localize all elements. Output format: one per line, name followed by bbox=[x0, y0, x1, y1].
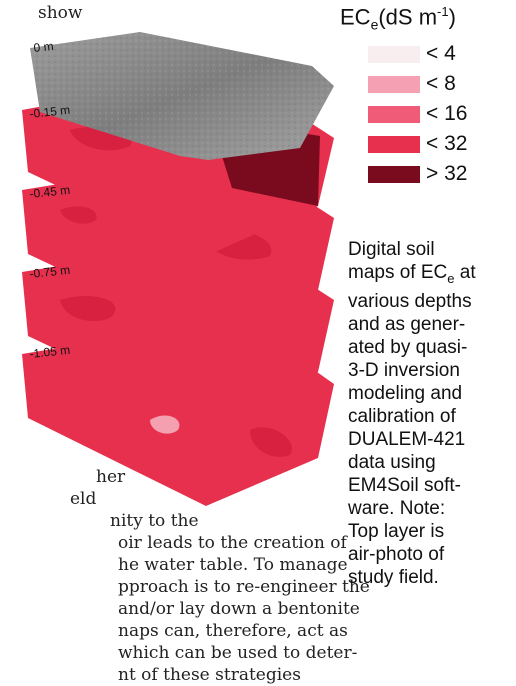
body-text-line: nity to the bbox=[110, 511, 199, 531]
caption-line: calibration of bbox=[348, 405, 456, 427]
legend-label: < 8 bbox=[426, 72, 456, 95]
body-text-line: naps can, therefore, act as bbox=[118, 621, 348, 641]
legend-label: < 4 bbox=[426, 42, 456, 65]
depth-label-075: -0.75 m bbox=[29, 263, 71, 281]
layer-0-air-photo bbox=[30, 32, 334, 160]
caption-line: ware. Note: bbox=[348, 497, 446, 519]
soil-map-figure: 0 m -0.15 m -0.45 m -0.75 m -1.05 m bbox=[22, 32, 334, 506]
caption-line: and as gener- bbox=[348, 313, 466, 335]
caption-line: data using bbox=[348, 451, 436, 473]
depth-label-015: -0.15 m bbox=[29, 103, 71, 121]
legend-swatch bbox=[368, 75, 420, 93]
legend-item: < 4 bbox=[368, 42, 456, 66]
legend-title-sub: e bbox=[370, 16, 379, 33]
legend-title-main: EC bbox=[340, 4, 371, 30]
layer-105-mid-patch bbox=[250, 427, 292, 457]
legend-title: ECe(dS m-1) bbox=[340, 4, 456, 33]
caption-rest: various depths and as gener-ated by quasi… bbox=[348, 290, 516, 589]
caption-line: Top layer is bbox=[348, 520, 445, 542]
body-text-line: he water table. To manage bbox=[118, 555, 348, 575]
body-text-line: oir leads to the creation of bbox=[118, 533, 347, 553]
legend-item: < 16 bbox=[368, 102, 467, 126]
caption-line: various depths bbox=[348, 290, 472, 312]
legend-item: < 8 bbox=[368, 72, 456, 96]
figure-caption: Digital soil maps of ECe at various dept… bbox=[348, 238, 516, 589]
caption-line: modeling and bbox=[348, 382, 463, 404]
legend-swatch bbox=[368, 45, 420, 63]
caption-line: 3-D inversion bbox=[348, 359, 460, 381]
body-text-line: nt of these strategies bbox=[118, 665, 301, 685]
legend-title-unit-pre: (dS m bbox=[378, 4, 438, 30]
caption-line-sub: e bbox=[447, 270, 455, 286]
body-text-line: and/or lay down a bentonite bbox=[118, 599, 360, 619]
legend-item: > 32 bbox=[368, 162, 467, 186]
body-text-line: pproach is to re-engineer the bbox=[118, 577, 370, 597]
legend-title-unit-sup: -1 bbox=[437, 4, 449, 19]
caption-line: maps of ECe at bbox=[348, 261, 516, 290]
layer-075-mid-patch bbox=[60, 296, 116, 322]
legend-swatch bbox=[368, 105, 420, 123]
body-text-line: eld bbox=[70, 489, 97, 509]
caption-line: air-photo of bbox=[348, 543, 445, 565]
caption-line-post: at bbox=[454, 262, 476, 283]
caption-line: DUALEM-421 bbox=[348, 428, 466, 450]
legend-label: > 32 bbox=[426, 162, 468, 185]
air-photo-texture bbox=[30, 32, 334, 160]
depth-label-0: 0 m bbox=[33, 39, 54, 55]
layer-045-mid-patch-2 bbox=[60, 206, 97, 224]
depth-label-105: -1.05 m bbox=[29, 343, 71, 361]
body-text-line: which can be used to deter- bbox=[118, 643, 358, 663]
body-text-line: her bbox=[96, 467, 126, 487]
body-text-top: show bbox=[38, 3, 83, 23]
depth-label-045: -0.45 m bbox=[29, 183, 71, 201]
legend-item: < 32 bbox=[368, 132, 467, 156]
legend-title-unit-post: ) bbox=[448, 4, 456, 30]
caption-line: ated by quasi- bbox=[348, 336, 468, 358]
legend-label: < 32 bbox=[426, 132, 468, 155]
caption-line: study field. bbox=[348, 566, 439, 588]
caption-line: EM4Soil soft- bbox=[348, 474, 461, 496]
legend-label: < 16 bbox=[426, 102, 468, 125]
caption-line: Digital soil bbox=[348, 239, 435, 260]
layer-105-light-patch bbox=[150, 415, 180, 434]
legend-swatch bbox=[368, 135, 420, 153]
caption-line-pre: maps of EC bbox=[348, 262, 448, 283]
legend-swatch bbox=[368, 165, 420, 183]
